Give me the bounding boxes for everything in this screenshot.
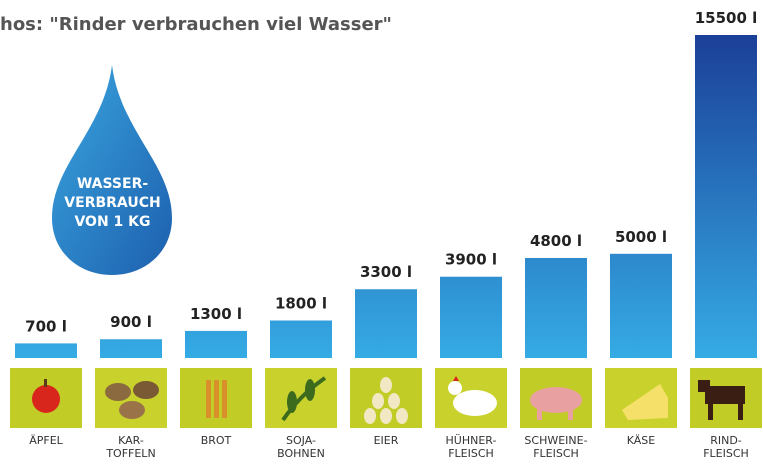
bar	[270, 320, 332, 358]
value-label: 3300 l	[360, 263, 412, 281]
category-label: SOJA- BOHNEN	[259, 434, 344, 460]
bar	[525, 258, 587, 358]
category-label: BROT	[174, 434, 259, 447]
water-drop	[52, 65, 172, 275]
bar	[440, 277, 502, 358]
category-label: EIER	[344, 434, 429, 447]
bar	[15, 343, 77, 358]
category-label: KAR- TOFFELN	[89, 434, 174, 460]
bar	[610, 254, 672, 358]
category-label: HÜHNER- FLEISCH	[429, 434, 514, 460]
bar	[100, 339, 162, 358]
value-label: 3900 l	[445, 251, 497, 269]
category-label: SCHWEINE- FLEISCH	[514, 434, 599, 460]
drop-label: WASSER- VERBRAUCH VON 1 KG	[55, 175, 170, 232]
value-label: 4800 l	[530, 232, 582, 250]
category-label: RIND- FLEISCH	[684, 434, 763, 460]
infographic: hos: "Rinder verbrauchen viel Wasser" 70…	[0, 0, 763, 470]
value-label: 5000 l	[615, 228, 667, 246]
bar	[355, 289, 417, 358]
category-label: KÄSE	[599, 434, 684, 447]
value-label: 900 l	[110, 313, 152, 331]
value-label: 1800 l	[275, 294, 327, 312]
value-label: 15500 l	[695, 9, 758, 27]
bar	[185, 331, 247, 358]
value-label: 1300 l	[190, 305, 242, 323]
chart-title: hos: "Rinder verbrauchen viel Wasser"	[0, 14, 392, 35]
bar	[695, 35, 757, 358]
value-label: 700 l	[25, 317, 67, 335]
icon-cell	[95, 368, 167, 428]
chart: hos: "Rinder verbrauchen viel Wasser" 70…	[0, 0, 763, 470]
category-label: ÄPFEL	[4, 434, 89, 447]
